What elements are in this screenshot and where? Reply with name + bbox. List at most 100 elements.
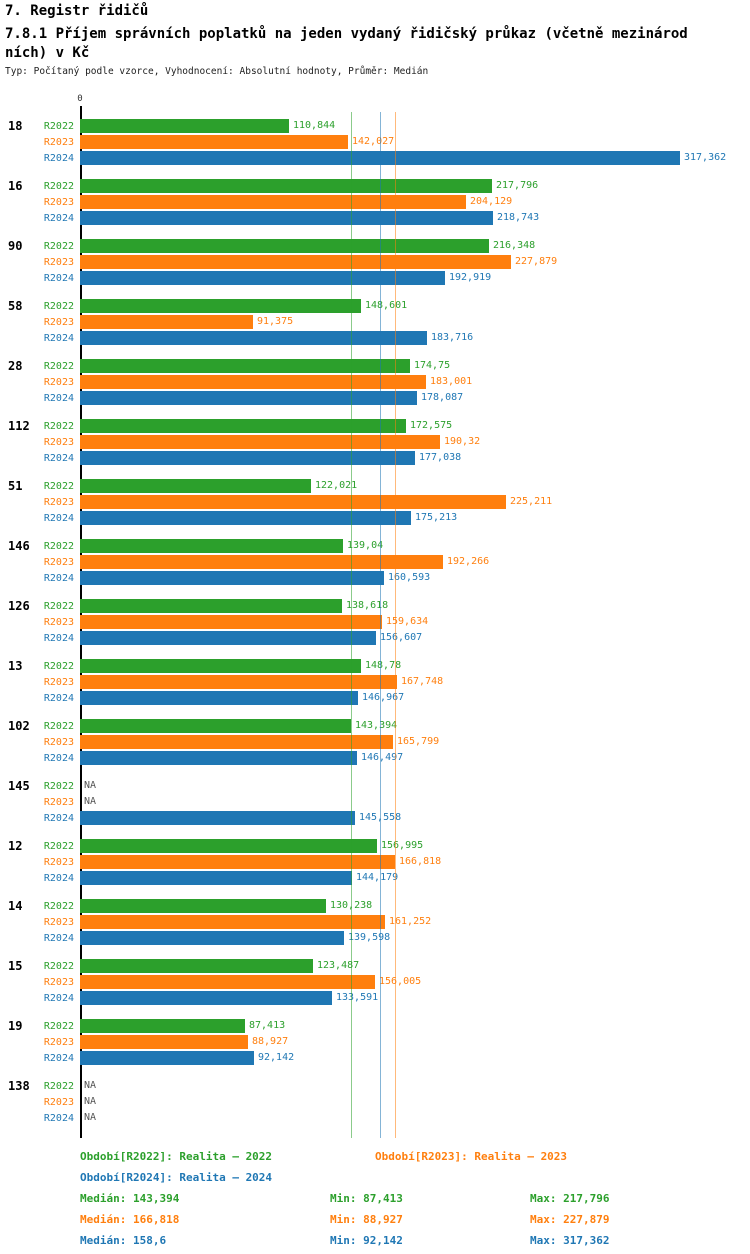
- series-label-r2022: R2022: [43, 180, 74, 192]
- series-label-r2023: R2023: [43, 316, 74, 328]
- bar-row: R2024 192,919: [44, 270, 745, 286]
- series-label-r2024: R2024: [43, 1112, 74, 1124]
- category-label: 28: [8, 359, 23, 373]
- series-label-r2024: R2024: [43, 272, 74, 284]
- series-label-r2022: R2022: [43, 1080, 74, 1092]
- bar-r2023: [80, 1035, 248, 1049]
- category-group-102: 102 R2022 143,394 R2023 165,799 R2024 146,497: [8, 718, 745, 766]
- bar-r2024: [80, 571, 384, 585]
- series-label-r2024: R2024: [43, 572, 74, 584]
- series-label-r2023: R2023: [43, 676, 74, 688]
- bar-r2022: [80, 239, 489, 253]
- value-label: 146,967: [362, 692, 405, 703]
- series-label-r2022: R2022: [43, 360, 74, 372]
- bar-r2024: [80, 211, 493, 225]
- series-label-r2024: R2024: [43, 632, 74, 644]
- value-label: 156,607: [380, 632, 423, 643]
- value-label: 317,362: [684, 152, 727, 163]
- series-label-r2024: R2024: [43, 872, 74, 884]
- series-label-r2022: R2022: [43, 600, 74, 612]
- category-group-15: 15 R2022 123,487 R2023 156,005 R2024 133,591: [8, 958, 745, 1006]
- bar-row: R2022 156,995: [44, 838, 745, 854]
- bar-r2023: [80, 495, 506, 509]
- value-label: 174,75: [414, 360, 451, 371]
- bar-row: R2024 NA: [44, 1110, 745, 1126]
- legend-r2023: Období[R2023]: Realita – 2023: [375, 1150, 568, 1163]
- category-group-146: 146 R2022 139,04 R2023 192,266 R2024 160,593: [8, 538, 745, 586]
- bar-row: R2024 139,598: [44, 930, 745, 946]
- bar-row: R2022 217,796: [44, 178, 745, 194]
- value-label: 122,021: [315, 480, 358, 491]
- series-label-r2022: R2022: [43, 420, 74, 432]
- bar-row: R2022 NA: [44, 1078, 745, 1094]
- series-label-r2022: R2022: [43, 1020, 74, 1032]
- bar-row: R2022130,238: [44, 898, 745, 914]
- series-label-r2023: R2023: [43, 496, 74, 508]
- bar-row: R2023 165,799: [44, 734, 745, 750]
- series-label-r2024: R2024: [43, 1052, 74, 1064]
- bar-r2024: [80, 271, 445, 285]
- series-label-r2023: R2023: [43, 376, 74, 388]
- series-label-r2024: R2024: [43, 392, 74, 404]
- report-title: 7. Registr řidičů: [5, 3, 149, 19]
- series-label-r2023: R2023: [43, 1036, 74, 1048]
- category-label: 138: [8, 1079, 30, 1093]
- value-label: 148,78: [365, 660, 402, 671]
- category-label: 112: [8, 419, 30, 433]
- bar-row: R2024 317,362: [44, 150, 745, 166]
- bar-row: R2023 227,879: [44, 254, 745, 270]
- series-label-r2022: R2022: [43, 660, 74, 672]
- bar-row: R2023 225,211: [44, 494, 745, 510]
- bar-row: R2022 148,78: [44, 658, 745, 674]
- bar-r2023: [80, 975, 375, 989]
- category-label: 58: [8, 299, 23, 313]
- stat-max-r2024: Max: 317,362: [530, 1234, 610, 1247]
- value-label: 177,038: [419, 452, 462, 463]
- stat-min-r2022: Min: 87,413: [330, 1192, 403, 1205]
- bar-r2022: [80, 539, 343, 553]
- bar-r2023: [80, 915, 385, 929]
- bar-r2022: [80, 479, 311, 493]
- value-label: 87,413: [249, 1020, 286, 1031]
- category-label: 126: [8, 599, 30, 613]
- bar-r2022: [80, 959, 313, 973]
- stats-row-r2023: Medián: 166,818 Min: 88,927 Max: 227,879: [80, 1209, 609, 1230]
- bar-row: R2023 91,375: [44, 314, 745, 330]
- series-label-r2022: R2022: [43, 540, 74, 552]
- value-label: 216,348: [493, 240, 536, 251]
- value-label: 204,129: [470, 196, 513, 207]
- bar-row: R2023 156,005: [44, 974, 745, 990]
- bar-r2023: [80, 855, 395, 869]
- bar-row: R2024 177,038: [44, 450, 745, 466]
- legend-row-2: Období[R2024]: Realita – 2024: [80, 1167, 609, 1188]
- bar-row: R2024 133,591: [44, 990, 745, 1006]
- bar-r2024: [80, 451, 415, 465]
- series-label-r2022: R2022: [43, 840, 74, 852]
- bar-r2024: [80, 391, 417, 405]
- bar-row: R2024 92,142: [44, 1050, 745, 1066]
- category-label: 15: [8, 959, 23, 973]
- value-label: 192,919: [449, 272, 492, 283]
- series-label-r2023: R2023: [43, 136, 74, 148]
- series-label-r2024: R2024: [43, 992, 74, 1004]
- series-label-r2024: R2024: [43, 752, 74, 764]
- bar-r2022: [80, 1019, 245, 1033]
- bar-row: R2023 204,129: [44, 194, 745, 210]
- category-label: 14: [8, 899, 23, 913]
- bar-r2024: [80, 511, 411, 525]
- value-label: 166,818: [399, 856, 442, 867]
- value-label: 156,995: [381, 840, 424, 851]
- category-group-19: 19 R2022 87,413 R2023 88,927 R2024 92,142: [8, 1018, 745, 1066]
- value-label: 178,087: [421, 392, 464, 403]
- bar-row: R2022 110,844: [44, 118, 745, 134]
- series-label-r2023: R2023: [43, 256, 74, 268]
- bar-r2022: [80, 899, 326, 913]
- median-line-r2024: [380, 112, 381, 1138]
- value-label: 175,213: [415, 512, 458, 523]
- median-line-r2022: [351, 112, 352, 1138]
- series-label-r2022: R2022: [43, 240, 74, 252]
- series-label-r2023: R2023: [43, 436, 74, 448]
- stat-max-r2023: Max: 227,879: [530, 1213, 610, 1226]
- bar-row: R2023 161,252: [44, 914, 745, 930]
- stat-median-r2024: Medián: 158,6: [80, 1234, 167, 1247]
